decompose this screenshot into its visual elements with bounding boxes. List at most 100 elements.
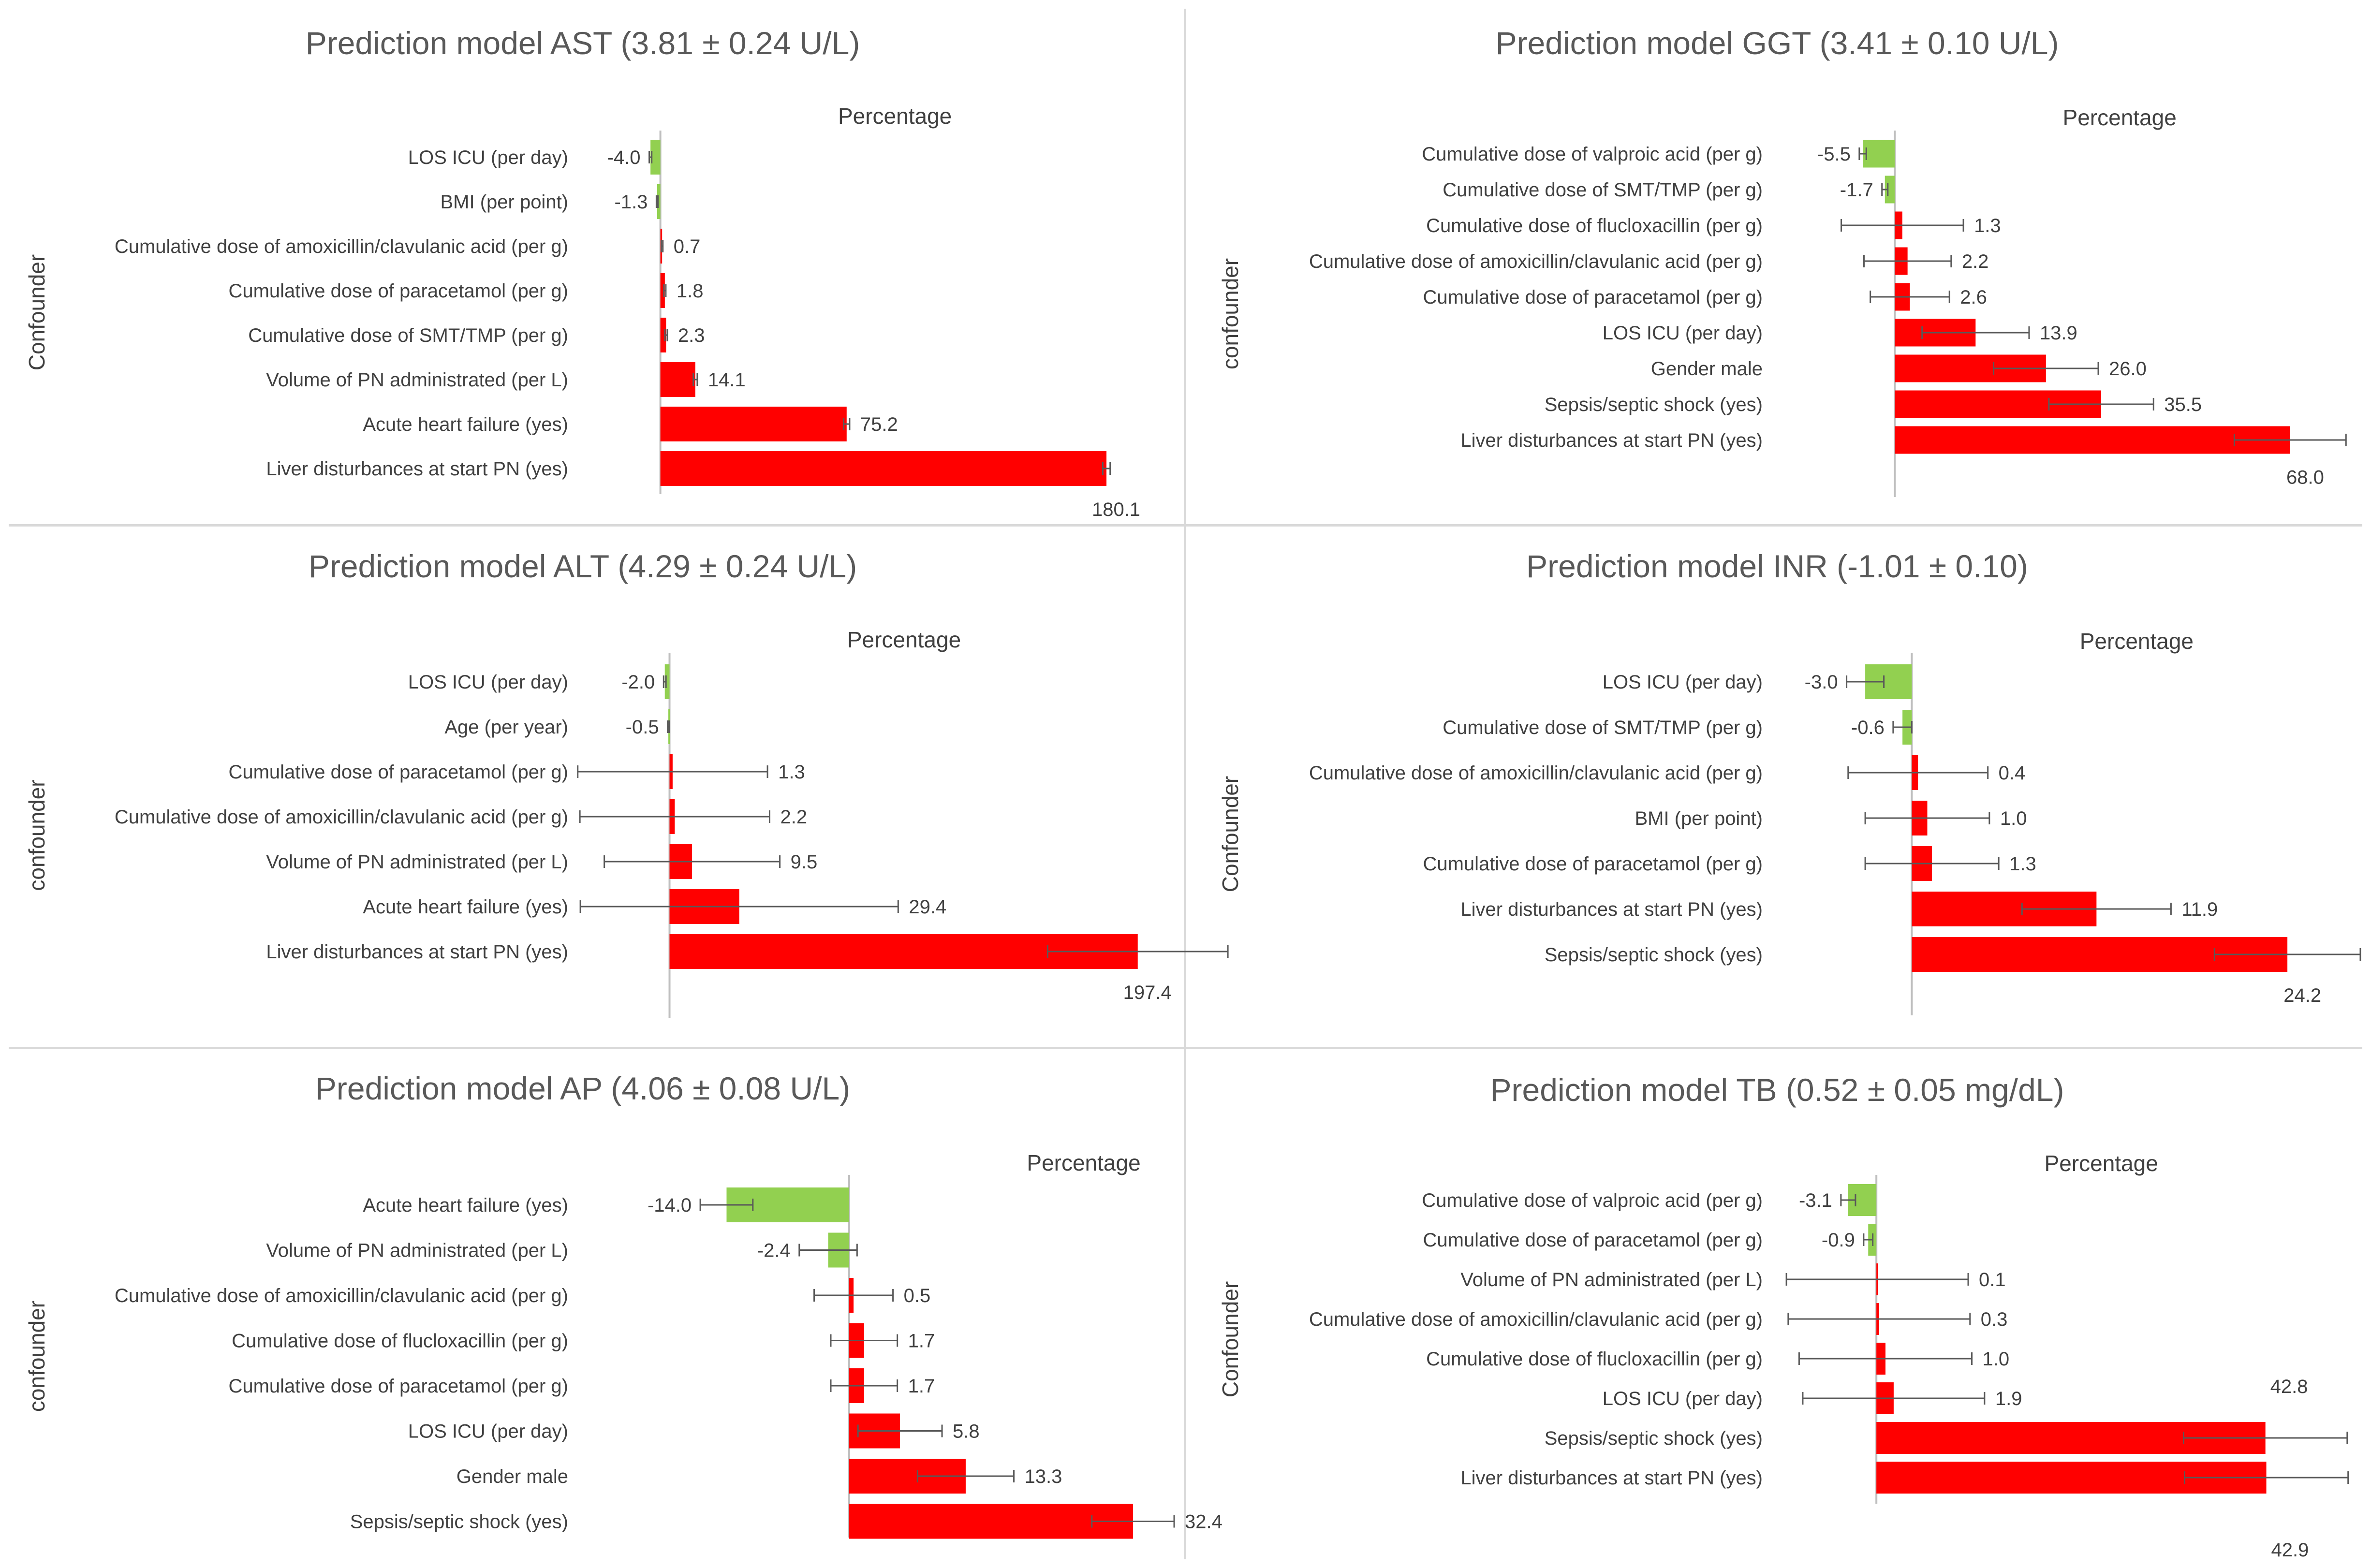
chart-panel-3: Prediction model ALT (4.29 ± 0.24 U/L) Pe… (24, 548, 1229, 1018)
chart-panel-5: Prediction model AP (4.06 ± 0.08 U/L) Per… (24, 1070, 1222, 1539)
category-label: Sepsis/septic shock (yes) (1545, 1428, 1763, 1449)
data-label: 13.3 (1025, 1466, 1062, 1487)
data-label: 1.7 (908, 1331, 935, 1352)
category-label: Cumulative dose of flucloxacillin (per g… (1426, 215, 1763, 236)
chart-title: Prediction model AP (4.06 ± 0.08 U/L) (315, 1070, 850, 1106)
chart-panel-6: Prediction model TB (0.52 ± 0.05 mg/dL) P… (1218, 1072, 2349, 1561)
x-axis-label: Percentage (838, 103, 952, 129)
category-label: Cumulative dose of amoxicillin/clavulani… (115, 1285, 568, 1306)
y-axis-label: confounder (1218, 258, 1243, 369)
x-axis-label: Percentage (2080, 629, 2194, 654)
category-label: Cumulative dose of amoxicillin/clavulani… (1309, 1309, 1763, 1330)
bar (660, 273, 665, 308)
chart-title: Prediction model GGT (3.41 ± 0.10 U/L) (1496, 25, 2059, 61)
bar (660, 318, 666, 352)
data-label: 32.4 (1185, 1511, 1222, 1533)
category-label: Cumulative dose of paracetamol (per g) (1423, 853, 1763, 875)
data-label: 29.4 (909, 896, 946, 918)
y-axis-label: Confounder (1218, 1281, 1243, 1397)
bar (664, 664, 670, 699)
category-label: Cumulative dose of amoxicillin/clavulani… (1309, 762, 1763, 784)
category-label: Gender male (1651, 358, 1763, 380)
data-label: 11.9 (2181, 899, 2218, 920)
data-label: 26.0 (2109, 358, 2147, 380)
data-label: 1.8 (677, 280, 704, 302)
data-label: 35.5 (2164, 394, 2202, 415)
category-label: Cumulative dose of SMT/TMP (per g) (1443, 179, 1763, 201)
data-label: 2.3 (678, 325, 705, 346)
category-label: Volume of PN administrated (per L) (1460, 1269, 1763, 1290)
data-label: 0.4 (1999, 762, 2026, 784)
category-label: Cumulative dose of SMT/TMP (per g) (248, 325, 568, 346)
data-label: -3.0 (1805, 672, 1838, 693)
data-label: -0.6 (1851, 717, 1885, 738)
category-label: Acute heart failure (yes) (363, 896, 568, 918)
data-label: -14.0 (648, 1195, 692, 1216)
category-label: LOS ICU (per day) (1603, 1388, 1763, 1409)
category-label: Cumulative dose of valproic acid (per g) (1422, 1190, 1763, 1211)
category-label: Cumulative dose of valproic acid (per g) (1422, 144, 1763, 165)
category-label: BMI (per point) (1635, 808, 1763, 829)
chart-panel-4: Prediction model INR (-1.01 ± 0.10) Perce… (1218, 548, 2361, 1015)
data-label: 1.7 (908, 1376, 935, 1397)
category-label: Liver disturbances at start PN (yes) (266, 941, 568, 963)
data-label: 5.8 (953, 1421, 980, 1442)
chart-title: Prediction model INR (-1.01 ± 0.10) (1526, 548, 2028, 584)
chart-panel-1: Prediction model AST (3.81 ± 0.24 U/L) Pe… (24, 25, 1140, 520)
x-axis-label: Percentage (847, 627, 961, 652)
chart-title: Prediction model ALT (4.29 ± 0.24 U/L) (309, 548, 857, 584)
category-label: Cumulative dose of amoxicillin/clavulani… (115, 236, 568, 257)
data-label: 1.3 (2009, 853, 2036, 875)
chart-title: Prediction model TB (0.52 ± 0.05 mg/dL) (1490, 1072, 2064, 1108)
data-label: 42.8 (2270, 1376, 2308, 1397)
bar (657, 184, 661, 219)
x-axis-label: Percentage (1027, 1150, 1140, 1175)
bar (1895, 426, 2290, 454)
y-axis-label: confounder (24, 779, 49, 891)
category-label: LOS ICU (per day) (408, 672, 568, 693)
x-axis-label: Percentage (2045, 1151, 2158, 1176)
category-label: Acute heart failure (yes) (363, 1195, 568, 1216)
data-label: -2.4 (757, 1240, 791, 1261)
data-label: 14.1 (708, 369, 746, 391)
category-label: LOS ICU (per day) (408, 147, 568, 168)
bar (1863, 140, 1895, 168)
data-label: 2.2 (1962, 251, 1989, 272)
data-label: 2.2 (781, 806, 808, 828)
data-label: 1.9 (1995, 1388, 2022, 1409)
data-label: -1.7 (1840, 179, 1873, 201)
category-label: Cumulative dose of amoxicillin/clavulani… (115, 806, 568, 828)
data-label: -0.5 (626, 717, 659, 738)
bar (660, 362, 695, 397)
category-label: Cumulative dose of paracetamol (per g) (228, 280, 568, 302)
bar (849, 1504, 1133, 1539)
data-label: 9.5 (791, 851, 818, 873)
data-label: 1.3 (778, 762, 805, 783)
data-label: 0.3 (1981, 1309, 2008, 1330)
y-axis-label: confounder (24, 1301, 49, 1412)
category-label: Gender male (457, 1466, 568, 1487)
category-label: Sepsis/septic shock (yes) (350, 1511, 568, 1533)
data-label: 2.6 (1960, 287, 1987, 308)
category-label: LOS ICU (per day) (1603, 322, 1763, 344)
data-label: 0.1 (1979, 1269, 2006, 1290)
x-axis-label: Percentage (2063, 105, 2177, 130)
data-label: -2.0 (621, 672, 655, 693)
vertical-divider (1184, 9, 1186, 1559)
data-label: 1.0 (1983, 1348, 2010, 1370)
category-label: BMI (per point) (440, 191, 568, 213)
chart-title: Prediction model AST (3.81 ± 0.24 U/L) (306, 25, 860, 61)
category-label: Sepsis/septic shock (yes) (1545, 944, 1763, 966)
bar (650, 140, 661, 175)
data-label: 1.3 (1974, 215, 2001, 236)
data-label: 0.7 (674, 236, 701, 257)
data-label: -0.9 (1822, 1230, 1855, 1251)
category-label: Cumulative dose of SMT/TMP (per g) (1443, 717, 1763, 738)
category-label: Volume of PN administrated (per L) (266, 369, 568, 391)
data-label: -5.5 (1817, 144, 1851, 165)
data-label: 197.4 (1123, 982, 1172, 1003)
data-label: 1.0 (2000, 808, 2027, 829)
y-axis-label: Confounder (1218, 776, 1243, 892)
category-label: Liver disturbances at start PN (yes) (1460, 1467, 1763, 1489)
